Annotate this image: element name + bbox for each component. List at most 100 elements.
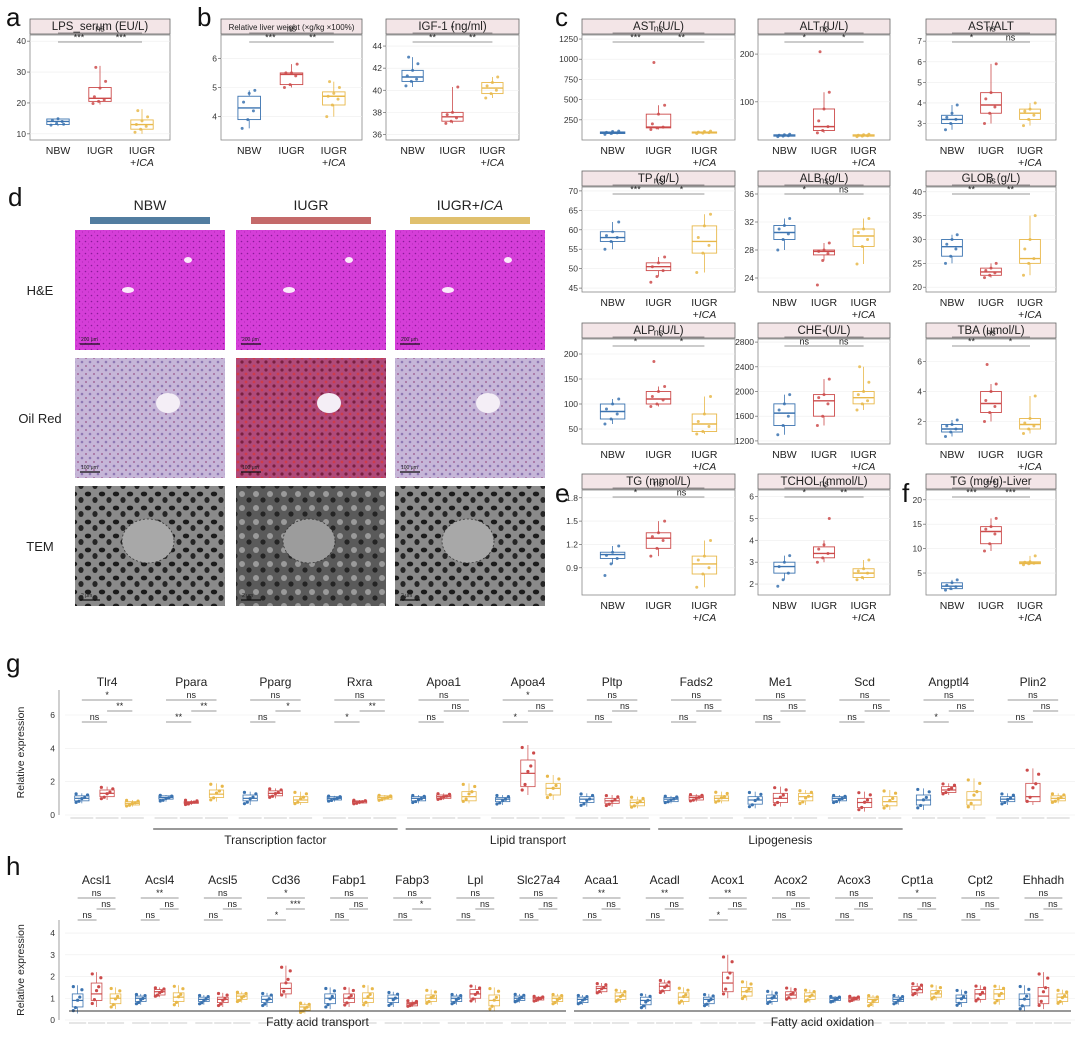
data-point bbox=[893, 791, 898, 795]
box-ica bbox=[1019, 214, 1041, 277]
data-point bbox=[137, 1000, 141, 1005]
sig-label: *** bbox=[630, 33, 641, 43]
data-point bbox=[702, 224, 706, 228]
data-point bbox=[177, 995, 181, 999]
data-point bbox=[1033, 394, 1037, 398]
box-iugr bbox=[812, 516, 836, 564]
y-tick-label: 24 bbox=[745, 273, 755, 283]
data-point bbox=[352, 802, 356, 806]
y-tick-label: 5 bbox=[212, 83, 217, 93]
data-point bbox=[370, 987, 374, 991]
data-point bbox=[74, 792, 78, 796]
box-iugr bbox=[151, 986, 169, 1024]
data-point bbox=[62, 122, 66, 126]
data-point bbox=[557, 777, 561, 781]
data-point bbox=[74, 800, 78, 804]
data-point bbox=[139, 127, 143, 131]
data-point bbox=[1001, 986, 1006, 990]
box-nbw bbox=[952, 988, 970, 1024]
data-point bbox=[522, 993, 526, 997]
data-point bbox=[666, 800, 670, 804]
sig-bracket: *** bbox=[249, 33, 292, 43]
y-tick-label: 1.5 bbox=[566, 516, 578, 526]
category-bracket: Lipogenesis bbox=[658, 828, 903, 847]
sig-bracket: * bbox=[952, 33, 991, 43]
data-point bbox=[419, 796, 423, 801]
sig-bracket: ns bbox=[658, 488, 705, 498]
box-ica bbox=[1053, 988, 1071, 1024]
gene-name: Scd bbox=[854, 675, 875, 689]
sig-bracket: *** bbox=[100, 33, 142, 43]
data-point bbox=[604, 803, 608, 808]
data-point bbox=[921, 798, 926, 802]
data-point bbox=[91, 102, 95, 106]
data-point bbox=[326, 1002, 330, 1007]
data-point bbox=[1037, 772, 1041, 776]
data-point bbox=[545, 795, 550, 800]
sig-bracket: *** bbox=[58, 33, 100, 43]
sig-bracket: ** bbox=[291, 33, 334, 43]
title-strip bbox=[581, 18, 736, 35]
gene-name: Apoa1 bbox=[426, 675, 461, 689]
data-point bbox=[475, 990, 480, 995]
data-point bbox=[355, 801, 359, 805]
box-iugr bbox=[980, 62, 1002, 126]
data-point bbox=[709, 997, 713, 1001]
box-iugr bbox=[214, 991, 232, 1024]
box-nbw bbox=[599, 129, 626, 136]
sig-label: ns bbox=[1006, 33, 1016, 43]
data-point bbox=[709, 129, 713, 133]
data-point bbox=[411, 800, 415, 805]
data-point bbox=[709, 539, 713, 543]
data-point bbox=[1031, 786, 1035, 790]
data-point bbox=[251, 109, 255, 113]
data-point bbox=[393, 996, 397, 1000]
title-strip bbox=[925, 18, 1057, 35]
data-point bbox=[494, 88, 498, 92]
data-point bbox=[99, 976, 103, 980]
data-point bbox=[60, 119, 64, 123]
data-point bbox=[183, 802, 188, 807]
data-point bbox=[411, 68, 415, 72]
y-tick-label: 35 bbox=[913, 211, 923, 221]
data-point bbox=[219, 1002, 223, 1006]
data-point bbox=[777, 133, 781, 137]
data-point bbox=[337, 86, 341, 89]
data-point bbox=[545, 774, 550, 778]
data-point bbox=[936, 990, 940, 994]
data-point bbox=[827, 90, 831, 94]
data-point bbox=[328, 80, 332, 84]
scale-bar-label: 100 μm bbox=[81, 465, 98, 471]
data-point bbox=[450, 992, 454, 997]
plot-frame bbox=[581, 34, 736, 141]
data-point bbox=[583, 997, 587, 1001]
vessel-lumen bbox=[283, 287, 295, 293]
data-point bbox=[116, 994, 120, 999]
data-point bbox=[784, 788, 788, 792]
data-point bbox=[597, 990, 602, 994]
data-point bbox=[174, 1000, 179, 1004]
sig-label: ns bbox=[860, 690, 870, 700]
scale-bar-label: 2 μm bbox=[242, 593, 253, 599]
sig-bracket: * bbox=[784, 328, 864, 338]
data-point bbox=[945, 115, 949, 119]
y-tick-label: 30 bbox=[17, 67, 27, 77]
data-point bbox=[263, 1002, 267, 1006]
data-point bbox=[244, 991, 248, 996]
y-tick-label: 6 bbox=[917, 57, 922, 67]
data-point bbox=[786, 232, 790, 236]
chart-title: TG (mmol/L) bbox=[626, 476, 691, 488]
box-ica bbox=[675, 986, 693, 1024]
data-point bbox=[717, 799, 721, 803]
data-point bbox=[983, 420, 986, 423]
data-point bbox=[803, 988, 808, 992]
data-point bbox=[709, 212, 713, 216]
box-nbw bbox=[599, 397, 626, 426]
sig-label: ns bbox=[480, 899, 490, 909]
sig-label: ns bbox=[654, 176, 664, 186]
data-point bbox=[989, 390, 993, 393]
box-nbw bbox=[322, 794, 346, 819]
data-point bbox=[788, 393, 792, 397]
